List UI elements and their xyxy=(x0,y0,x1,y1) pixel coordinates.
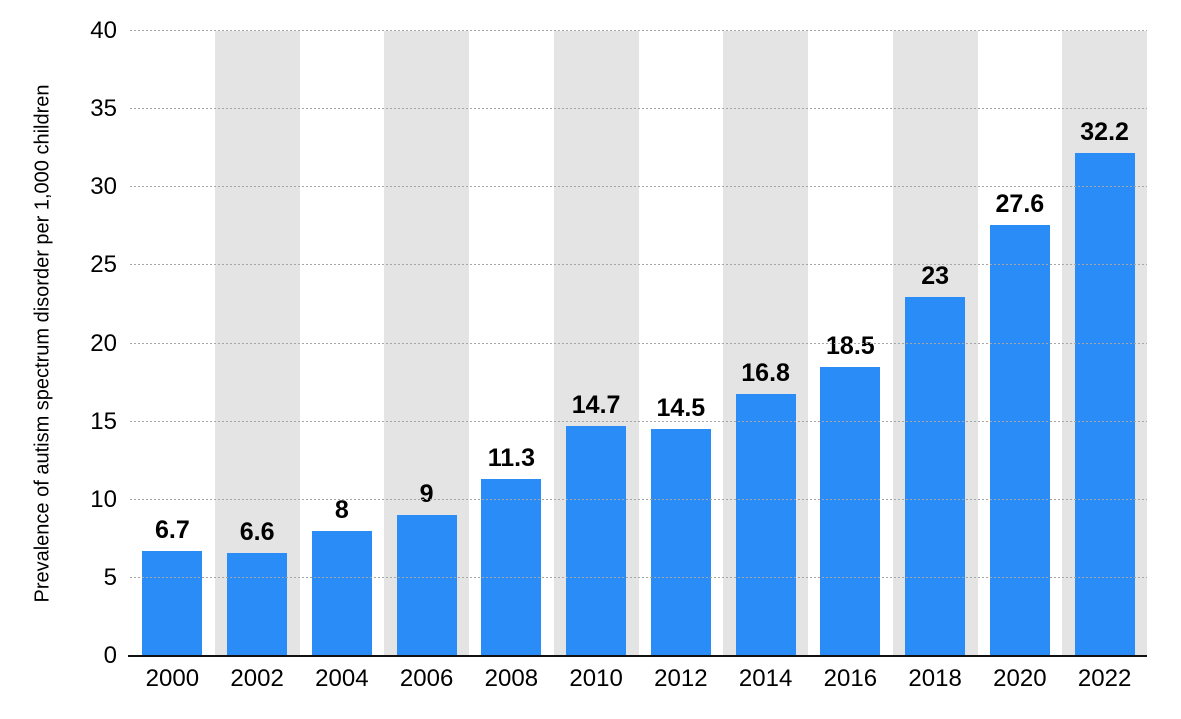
column-2004: 8 2004 xyxy=(300,31,385,691)
x-tick-label-2018: 2018 xyxy=(908,665,962,692)
column-2000: 6.7 2000 xyxy=(130,31,215,691)
value-label-2012: 14.5 xyxy=(656,394,706,423)
x-tick-label-2022: 2022 xyxy=(1077,665,1132,692)
x-tick-label-2000: 2000 xyxy=(145,665,200,692)
bar-2008 xyxy=(481,479,542,656)
bar-2006 xyxy=(396,515,457,656)
column-2008: 11.3 2008 xyxy=(469,31,554,691)
value-label-2010: 14.7 xyxy=(571,391,621,420)
value-label-2008: 11.3 xyxy=(487,444,536,473)
value-label-2002: 6.6 xyxy=(239,517,275,546)
value-label-2018: 23 xyxy=(921,261,950,290)
bar-2010 xyxy=(566,426,627,656)
plot-area: 6.7 2000 6.6 2002 8 2004 9 2006 11.3 2008 14.7 2010… xyxy=(130,30,1147,691)
chart-columns: 6.7 2000 6.6 2002 8 2004 9 2006 11.3 2008 14.7 2010… xyxy=(130,31,1147,691)
bar-2022 xyxy=(1074,152,1135,656)
x-tick-label-2004: 2004 xyxy=(315,665,369,692)
bar-2016 xyxy=(820,366,881,656)
y-tick-label-0: 0 xyxy=(103,642,117,669)
x-tick-label-2006: 2006 xyxy=(399,665,454,692)
x-tick-label-2020: 2020 xyxy=(993,665,1047,692)
y-tick-label-5: 5 xyxy=(103,563,117,591)
x-tick-label-2010: 2010 xyxy=(569,665,623,692)
value-label-2016: 18.5 xyxy=(826,331,875,360)
bar-2000 xyxy=(142,551,203,656)
y-tick-label-35: 35 xyxy=(90,95,117,123)
y-tick-label-10: 10 xyxy=(90,485,117,513)
y-axis-tick-labels: 0 5 10 15 20 25 30 35 40 xyxy=(0,19,117,668)
x-axis-line xyxy=(128,655,1147,657)
y-tick-label-25: 25 xyxy=(90,251,117,279)
value-label-2022: 32.2 xyxy=(1080,117,1129,146)
gridline-y-25 xyxy=(130,264,1147,267)
x-tick-label-2008: 2008 xyxy=(484,665,539,692)
column-2012: 14.5 2012 xyxy=(639,31,724,691)
gridline-y-20 xyxy=(130,342,1147,345)
bar-2018 xyxy=(905,296,966,656)
gridline-y-40 xyxy=(130,30,1147,32)
value-label-2014: 16.8 xyxy=(741,358,790,387)
gridline-y-15 xyxy=(130,420,1147,423)
y-tick-label-20: 20 xyxy=(90,329,117,357)
gridline-y-5 xyxy=(130,576,1147,579)
x-tick-label-2012: 2012 xyxy=(654,665,708,692)
x-tick-label-2016: 2016 xyxy=(823,665,878,692)
y-tick-label-15: 15 xyxy=(90,407,117,435)
gridlines xyxy=(130,30,1147,656)
value-label-2004: 8 xyxy=(334,496,349,524)
value-label-2000: 6.7 xyxy=(154,516,190,545)
gridline-y-10 xyxy=(130,498,1147,501)
column-2020: 27.6 2020 xyxy=(978,31,1063,691)
x-tick-label-2002: 2002 xyxy=(230,665,284,692)
gridline-y-35 xyxy=(130,108,1147,111)
bar-2020 xyxy=(989,224,1050,656)
x-tick-label-2014: 2014 xyxy=(738,665,793,692)
column-2016: 18.5 2016 xyxy=(808,31,893,691)
y-tick-label-30: 30 xyxy=(90,173,117,201)
value-label-2020: 27.6 xyxy=(995,189,1045,218)
bar-2002 xyxy=(227,552,288,656)
y-tick-label-40: 40 xyxy=(90,17,117,44)
bar-2012 xyxy=(650,429,711,656)
gridline-y-30 xyxy=(130,186,1147,189)
bar-2004 xyxy=(311,531,372,656)
bar-2014 xyxy=(735,393,796,656)
